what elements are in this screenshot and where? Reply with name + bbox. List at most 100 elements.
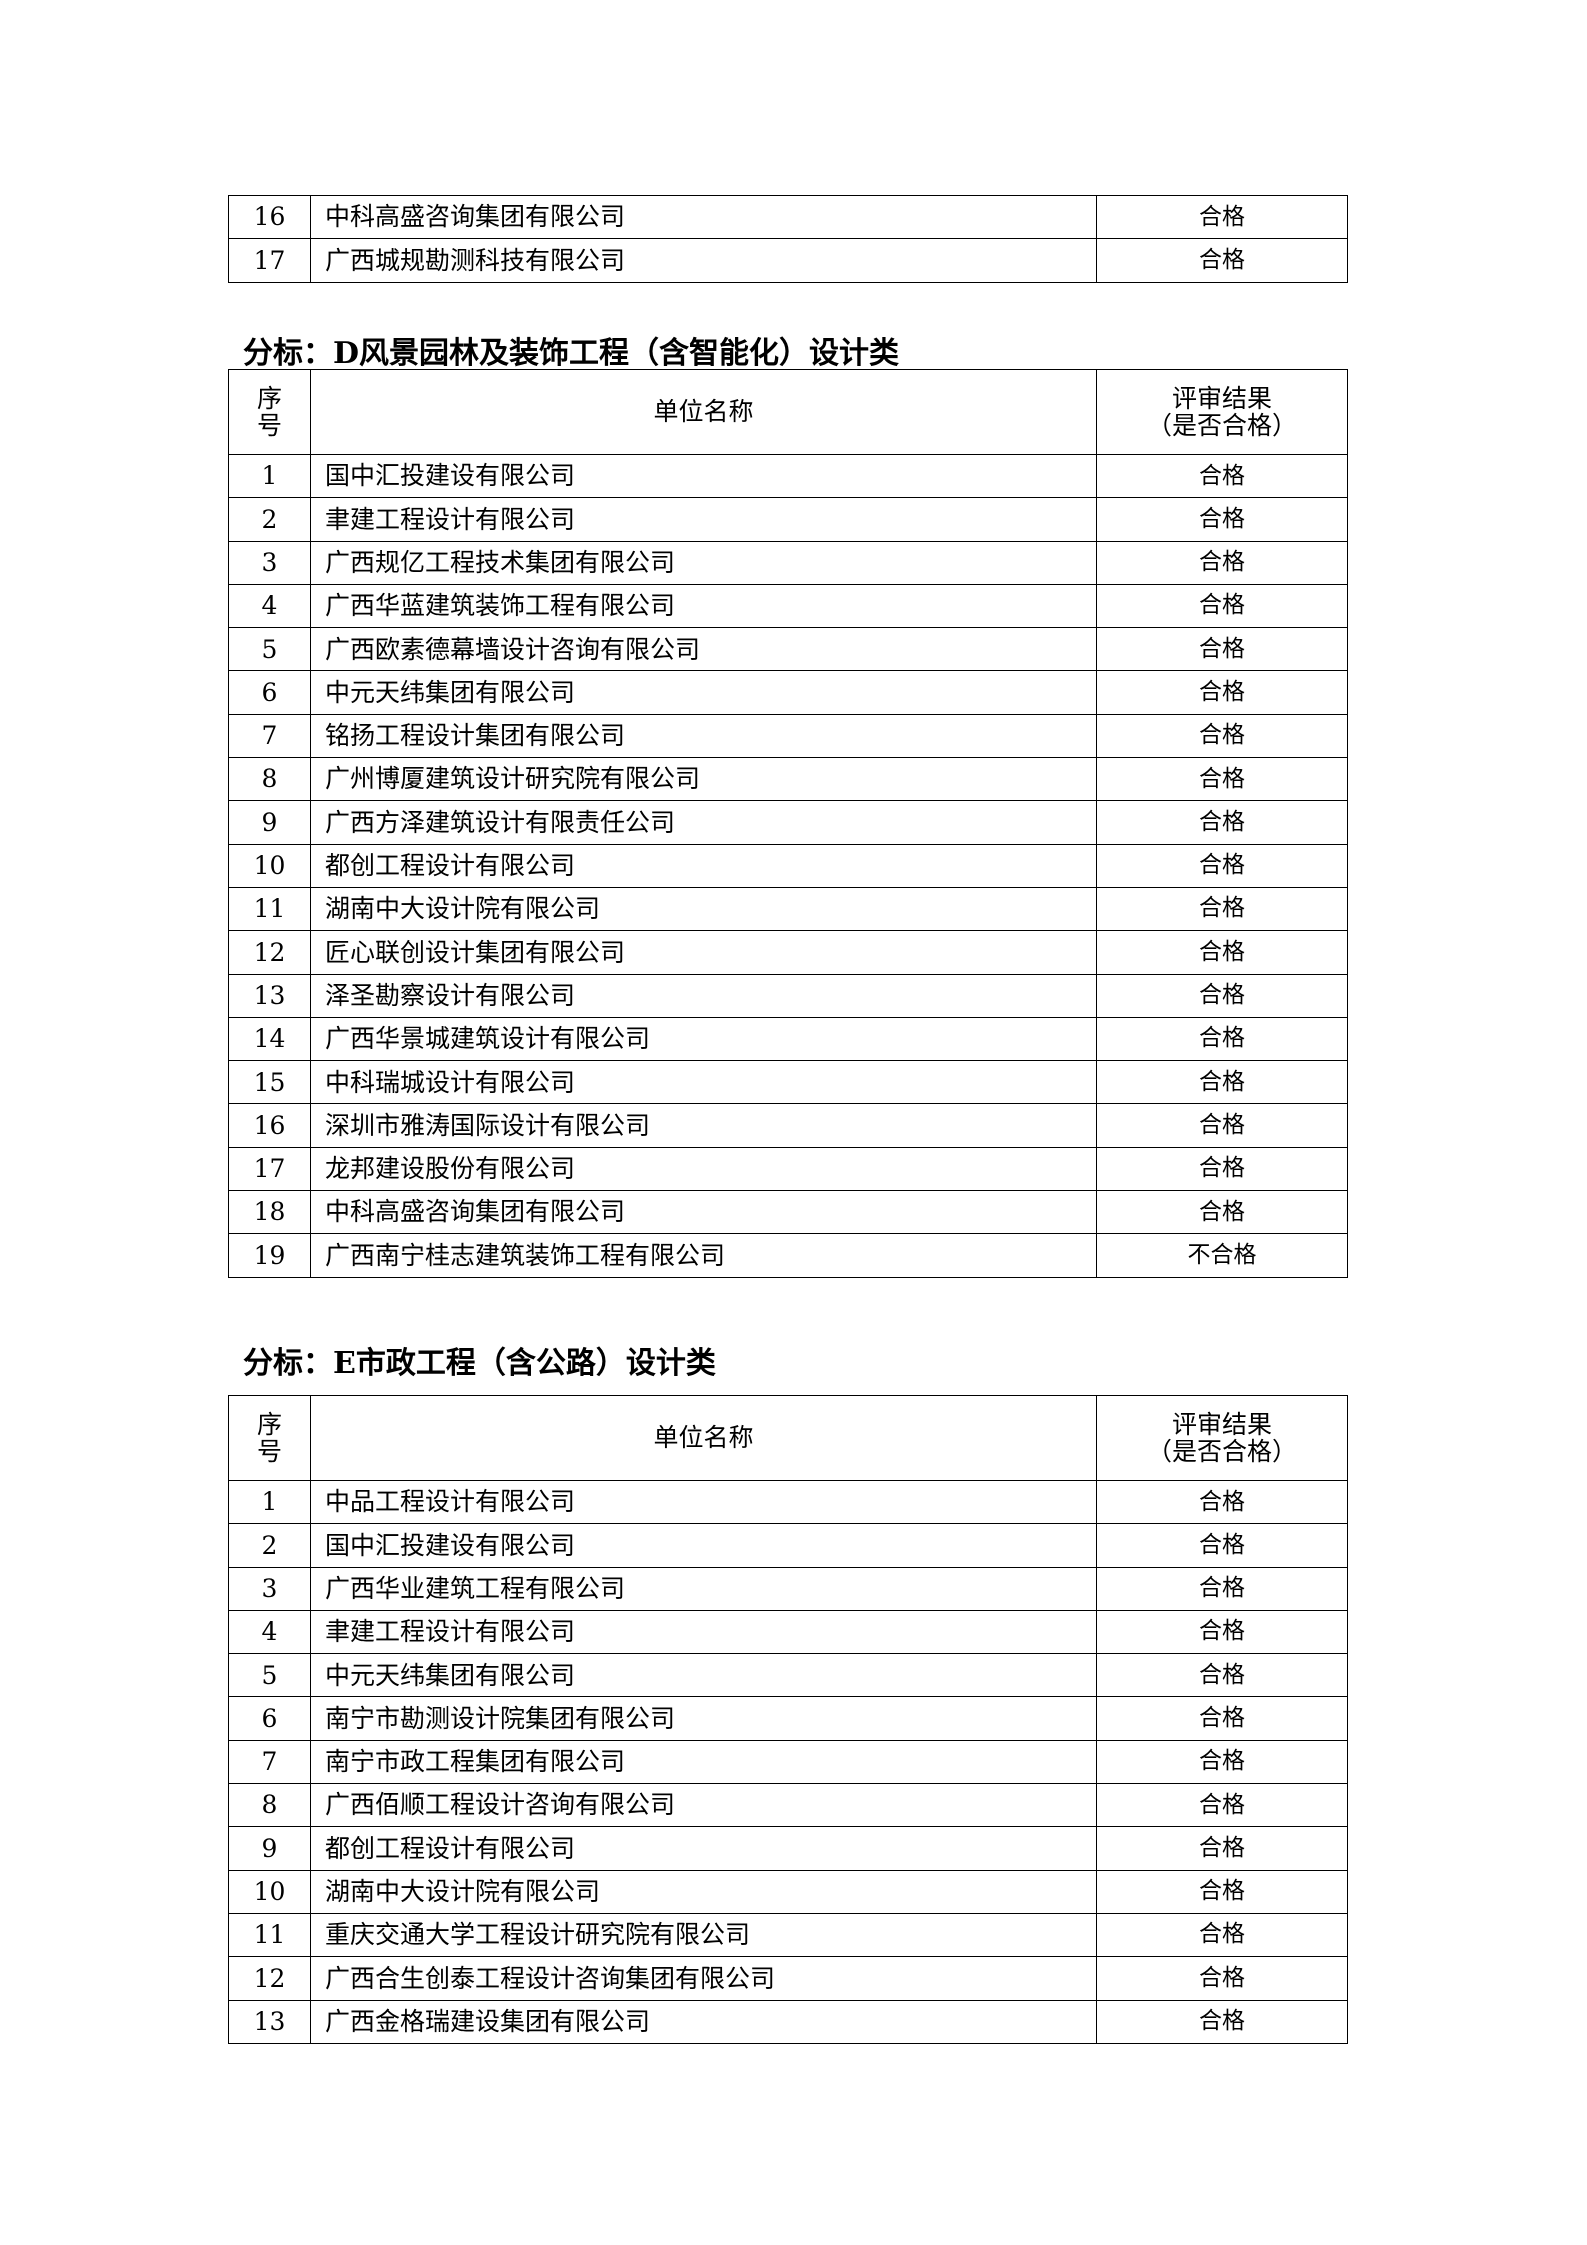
review-result: 合格	[1096, 627, 1348, 672]
section-e-title: 分标：E市政工程（含公路）设计类	[243, 1346, 716, 1381]
review-result: 合格	[1096, 886, 1348, 932]
review-result: 合格	[1096, 1826, 1348, 1871]
table-row: 8 广州博厦建筑设计研究院有限公司 合格	[228, 757, 1348, 802]
table-row: 11 重庆交通大学工程设计研究院有限公司 合格	[228, 1912, 1348, 1958]
header-row: 序号 单位名称 评审结果 （是否合格）	[228, 369, 1348, 455]
row-number: 1	[228, 453, 311, 499]
header-result: 评审结果 （是否合格）	[1096, 369, 1348, 455]
review-result: 合格	[1096, 1190, 1348, 1235]
table-row: 4 聿建工程设计有限公司 合格	[228, 1609, 1348, 1655]
row-number: 11	[228, 1912, 311, 1958]
table-section-e: 序号 单位名称 评审结果 （是否合格） 1 中品工程设计有限公司 合格 2 国中汇投建设有限公司…	[228, 1395, 1348, 2044]
review-result: 合格	[1096, 1523, 1348, 1568]
review-result: 合格	[1096, 843, 1348, 888]
row-number: 9	[228, 1826, 311, 1871]
table-row: 2 聿建工程设计有限公司 合格	[228, 497, 1348, 542]
table-row: 3 广西华业建筑工程有限公司 合格	[228, 1566, 1348, 1611]
table-section-d: 序号 单位名称 评审结果 （是否合格） 1 国中汇投建设有限公司 合格 2 聿建工程设计有限公司…	[228, 369, 1348, 1278]
company-name: 广西欧素德幕墙设计咨询有限公司	[310, 627, 1097, 672]
review-result: 合格	[1096, 713, 1348, 759]
company-name: 湖南中大设计院有限公司	[310, 1869, 1097, 1914]
review-result: 合格	[1096, 757, 1348, 802]
company-name: 都创工程设计有限公司	[310, 1826, 1097, 1871]
table-row: 12 匠心联创设计集团有限公司 合格	[228, 930, 1348, 975]
row-number: 8	[228, 1783, 311, 1828]
header-no: 序号	[228, 1395, 311, 1481]
review-result: 合格	[1096, 1146, 1348, 1192]
review-result: 合格	[1096, 1783, 1348, 1828]
company-name: 广西合生创泰工程设计咨询集团有限公司	[310, 1956, 1097, 2001]
table-row: 1 国中汇投建设有限公司 合格	[228, 453, 1348, 499]
table-row: 18 中科高盛咨询集团有限公司 合格	[228, 1190, 1348, 1235]
row-number: 5	[228, 627, 311, 672]
row-number: 16	[228, 194, 311, 240]
table-row: 13 广西金格瑞建设集团有限公司 合格	[228, 1999, 1348, 2044]
row-number: 3	[228, 1566, 311, 1611]
table-row: 17 广西城规勘测科技有限公司 合格	[228, 238, 1348, 283]
header-row: 序号 单位名称 评审结果 （是否合格）	[228, 1395, 1348, 1481]
company-name: 国中汇投建设有限公司	[310, 1523, 1097, 1568]
company-name: 南宁市勘测设计院集团有限公司	[310, 1696, 1097, 1741]
row-number: 2	[228, 1523, 311, 1568]
review-result: 合格	[1096, 1609, 1348, 1655]
review-result: 合格	[1096, 1566, 1348, 1611]
table-row: 5 广西欧素德幕墙设计咨询有限公司 合格	[228, 627, 1348, 672]
header-name: 单位名称	[310, 1395, 1097, 1481]
row-number: 13	[228, 973, 311, 1018]
company-name: 聿建工程设计有限公司	[310, 1609, 1097, 1655]
review-result: 合格	[1096, 1869, 1348, 1914]
row-number: 19	[228, 1233, 311, 1278]
table-row: 14 广西华景城建筑设计有限公司 合格	[228, 1016, 1348, 1062]
table-row: 16 深圳市雅涛国际设计有限公司 合格	[228, 1103, 1348, 1148]
company-name: 广西南宁桂志建筑装饰工程有限公司	[310, 1233, 1097, 1278]
header-result-line1: 评审结果	[1171, 1409, 1272, 1439]
company-name: 中科瑞城设计有限公司	[310, 1060, 1097, 1105]
review-result: 合格	[1096, 540, 1348, 585]
review-result: 合格	[1096, 1653, 1348, 1698]
review-result: 合格	[1096, 1479, 1348, 1525]
company-name: 铭扬工程设计集团有限公司	[310, 713, 1097, 759]
review-result: 合格	[1096, 1060, 1348, 1105]
company-name: 广西金格瑞建设集团有限公司	[310, 1999, 1097, 2044]
table-row: 16 中科高盛咨询集团有限公司 合格	[228, 194, 1348, 240]
company-name: 广西华蓝建筑装饰工程有限公司	[310, 583, 1097, 629]
row-number: 4	[228, 583, 311, 629]
company-name: 中科高盛咨询集团有限公司	[310, 194, 1097, 240]
company-name: 广西规亿工程技术集团有限公司	[310, 540, 1097, 585]
table-row: 9 都创工程设计有限公司 合格	[228, 1826, 1348, 1871]
review-result: 不合格	[1096, 1233, 1348, 1278]
table-row: 5 中元天纬集团有限公司 合格	[228, 1653, 1348, 1698]
table-row: 3 广西规亿工程技术集团有限公司 合格	[228, 540, 1348, 585]
company-name: 匠心联创设计集团有限公司	[310, 930, 1097, 975]
row-number: 16	[228, 1103, 311, 1148]
row-number: 7	[228, 1739, 311, 1785]
review-result: 合格	[1096, 1739, 1348, 1785]
review-result: 合格	[1096, 453, 1348, 499]
row-number: 6	[228, 670, 311, 715]
review-result: 合格	[1096, 1956, 1348, 2001]
company-name: 广西城规勘测科技有限公司	[310, 238, 1097, 283]
row-number: 2	[228, 497, 311, 542]
company-name: 广西华业建筑工程有限公司	[310, 1566, 1097, 1611]
review-result: 合格	[1096, 194, 1348, 240]
review-result: 合格	[1096, 930, 1348, 975]
table-row: 8 广西佰顺工程设计咨询有限公司 合格	[228, 1783, 1348, 1828]
row-number: 4	[228, 1609, 311, 1655]
review-result: 合格	[1096, 497, 1348, 542]
table-row: 9 广西方泽建筑设计有限责任公司 合格	[228, 800, 1348, 845]
company-name: 中元天纬集团有限公司	[310, 1653, 1097, 1698]
company-name: 聿建工程设计有限公司	[310, 497, 1097, 542]
review-result: 合格	[1096, 583, 1348, 629]
header-name: 单位名称	[310, 369, 1097, 455]
review-result: 合格	[1096, 1103, 1348, 1148]
table-row: 12 广西合生创泰工程设计咨询集团有限公司 合格	[228, 1956, 1348, 2001]
table-row: 17 龙邦建设股份有限公司 合格	[228, 1146, 1348, 1192]
table-row: 10 湖南中大设计院有限公司 合格	[228, 1869, 1348, 1914]
table-row: 7 南宁市政工程集团有限公司 合格	[228, 1739, 1348, 1785]
header-result-line1: 评审结果	[1171, 383, 1272, 413]
review-result: 合格	[1096, 973, 1348, 1018]
company-name: 泽圣勘察设计有限公司	[310, 973, 1097, 1018]
table-row: 11 湖南中大设计院有限公司 合格	[228, 886, 1348, 932]
row-number: 14	[228, 1016, 311, 1062]
header-result-line2: （是否合格）	[1146, 1437, 1297, 1466]
